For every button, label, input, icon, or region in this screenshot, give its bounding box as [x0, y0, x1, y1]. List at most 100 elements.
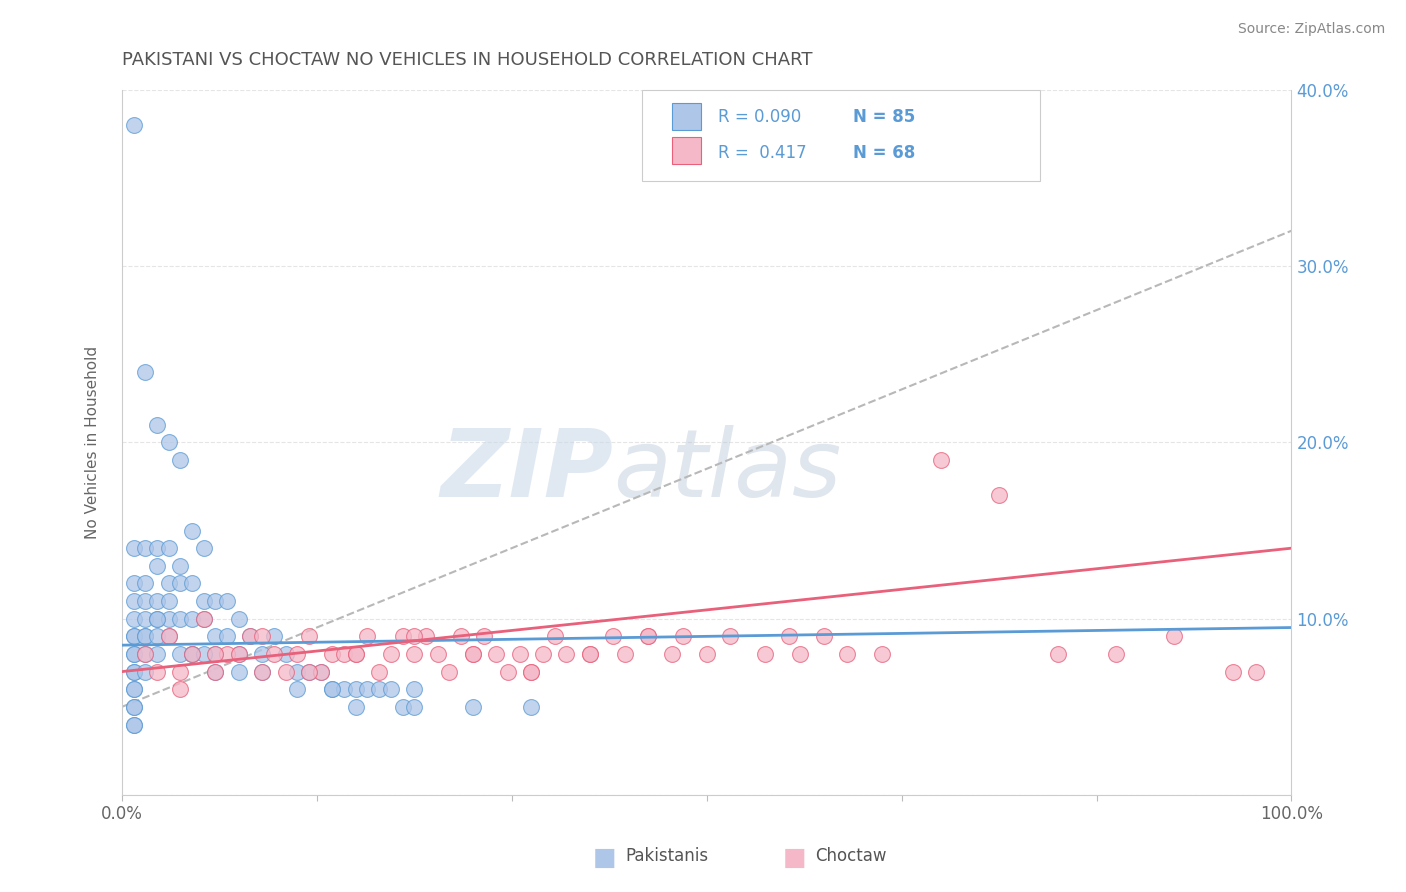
Point [333, 682, 356, 697]
Text: R = 0.090: R = 0.090 [718, 108, 801, 127]
Point [122, 118, 145, 132]
Point [520, 699, 543, 714]
Point [555, 647, 578, 661]
Point [134, 665, 156, 679]
Text: Choctaw: Choctaw [815, 847, 887, 865]
Point [181, 647, 204, 661]
Point [122, 576, 145, 591]
Point [309, 665, 332, 679]
Point [134, 647, 156, 661]
Point [1163, 629, 1185, 643]
Point [450, 629, 472, 643]
Point [426, 647, 449, 661]
Point [415, 629, 437, 643]
Point [146, 558, 169, 573]
Point [239, 629, 262, 643]
Point [461, 647, 484, 661]
Point [672, 629, 695, 643]
Point [380, 682, 402, 697]
Point [228, 612, 250, 626]
Text: R =  0.417: R = 0.417 [718, 144, 807, 161]
Point [157, 629, 180, 643]
FancyBboxPatch shape [672, 103, 700, 130]
Point [274, 647, 297, 661]
Point [461, 699, 484, 714]
Point [169, 612, 191, 626]
Point [204, 665, 226, 679]
Point [134, 365, 156, 379]
Point [157, 541, 180, 556]
Point [531, 647, 554, 661]
Point [157, 629, 180, 643]
Point [285, 665, 308, 679]
Point [344, 647, 367, 661]
Point [508, 647, 530, 661]
Point [813, 629, 835, 643]
Point [391, 629, 413, 643]
Point [122, 682, 145, 697]
Point [134, 612, 156, 626]
Text: Source: ZipAtlas.com: Source: ZipAtlas.com [1237, 22, 1385, 37]
FancyBboxPatch shape [643, 90, 1040, 181]
Point [520, 665, 543, 679]
Point [870, 647, 893, 661]
Point [321, 682, 343, 697]
Point [204, 665, 226, 679]
Point [368, 665, 391, 679]
Point [321, 682, 343, 697]
Point [661, 647, 683, 661]
Point [613, 647, 636, 661]
Point [344, 682, 367, 697]
Point [169, 558, 191, 573]
Point [204, 647, 226, 661]
Point [637, 629, 659, 643]
Text: ■: ■ [783, 846, 806, 870]
Point [134, 576, 156, 591]
Point [298, 665, 321, 679]
Text: ZIP: ZIP [440, 425, 613, 516]
Point [380, 647, 402, 661]
Point [250, 665, 273, 679]
Point [404, 629, 426, 643]
Point [835, 647, 858, 661]
Point [122, 699, 145, 714]
Point [228, 665, 250, 679]
Point [122, 717, 145, 731]
Point [193, 647, 215, 661]
Point [404, 699, 426, 714]
Y-axis label: No Vehicles in Household: No Vehicles in Household [86, 346, 100, 539]
Point [298, 665, 321, 679]
Point [122, 594, 145, 608]
Point [778, 629, 800, 643]
Point [439, 665, 461, 679]
Point [637, 629, 659, 643]
Point [496, 665, 519, 679]
Point [321, 647, 343, 661]
Point [181, 524, 204, 538]
FancyBboxPatch shape [672, 137, 700, 164]
Point [169, 647, 191, 661]
Point [134, 594, 156, 608]
Point [239, 629, 262, 643]
Point [169, 665, 191, 679]
Point [146, 647, 169, 661]
Point [122, 629, 145, 643]
Point [356, 629, 378, 643]
Point [146, 629, 169, 643]
Point [250, 665, 273, 679]
Point [285, 682, 308, 697]
Point [285, 647, 308, 661]
Point [578, 647, 600, 661]
Point [181, 612, 204, 626]
Point [789, 647, 811, 661]
Point [1222, 665, 1244, 679]
Point [263, 647, 285, 661]
Point [356, 682, 378, 697]
Point [250, 629, 273, 643]
Text: atlas: atlas [613, 425, 841, 516]
Point [146, 665, 169, 679]
Point [344, 699, 367, 714]
Point [391, 699, 413, 714]
Point [929, 453, 952, 467]
Point [204, 647, 226, 661]
